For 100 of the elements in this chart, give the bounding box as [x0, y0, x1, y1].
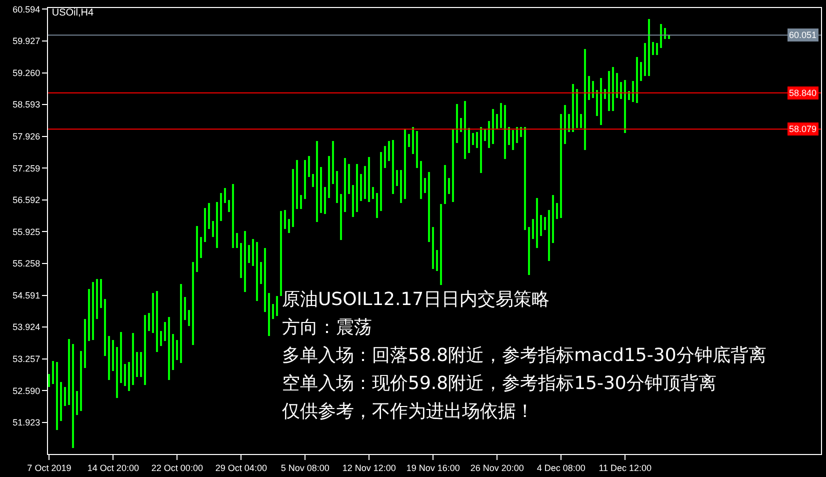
bar: [604, 89, 606, 99]
bar: [560, 114, 562, 218]
bar: [136, 352, 138, 377]
y-tick-label: 54.591: [12, 290, 40, 300]
bar: [516, 127, 518, 143]
ref-line-label: 58.079: [789, 124, 817, 134]
bar: [428, 172, 430, 242]
y-tick-label: 60.594: [12, 4, 40, 14]
bar: [608, 71, 610, 111]
bar: [644, 43, 646, 76]
y-tick-label: 57.259: [12, 163, 40, 174]
bar: [320, 167, 322, 213]
annotation: 仅供参考，不作为进出场依据！: [282, 401, 534, 422]
y-tick-label: 51.923: [12, 418, 40, 428]
bar: [404, 129, 406, 199]
y-tick-label: 53.924: [12, 322, 40, 332]
ref-line-label: 60.051: [789, 30, 817, 40]
bar: [236, 233, 238, 248]
bar: [308, 156, 310, 177]
bar: [196, 226, 198, 272]
bar: [148, 313, 150, 331]
bar: [232, 184, 234, 248]
bar: [612, 67, 614, 111]
bar: [84, 319, 86, 368]
bar: [420, 161, 422, 199]
bar: [400, 170, 402, 203]
bar: [256, 242, 258, 301]
bar: [352, 185, 354, 217]
bar: [160, 331, 162, 346]
bar: [416, 131, 418, 168]
bar: [96, 279, 98, 319]
bar: [572, 84, 574, 132]
bar: [568, 114, 570, 132]
y-tick-label: 56.592: [12, 195, 40, 206]
bar: [240, 243, 242, 278]
bar: [164, 322, 166, 341]
bar: [176, 340, 178, 360]
bar: [536, 198, 538, 248]
bar: [208, 203, 210, 229]
bar: [304, 160, 306, 199]
bar: [556, 203, 558, 219]
bar: [588, 76, 590, 100]
bar: [100, 279, 102, 308]
bar: [344, 158, 346, 212]
y-tick-label: 55.258: [12, 258, 40, 269]
bar: [520, 127, 522, 137]
bar: [188, 310, 190, 326]
bar: [456, 104, 458, 143]
annotation: 多单入场：回落58.8附近，参考指标macd15-30分钟底背离: [282, 345, 766, 366]
x-tick-label: 22 Oct 00:00: [151, 462, 203, 473]
y-tick-label: 57.926: [12, 132, 40, 142]
bar: [544, 217, 546, 230]
bar: [532, 219, 534, 239]
bar: [288, 219, 290, 233]
bar: [132, 333, 134, 385]
bar: [324, 187, 326, 214]
bar: [180, 284, 182, 363]
x-tick-label: 29 Oct 04:00: [215, 462, 267, 473]
bar: [392, 140, 394, 194]
bar: [564, 105, 566, 144]
y-tick-label: 52.590: [12, 386, 40, 396]
annotation: 空单入场：现价59.8附近，参考指标15-30分钟顶背离: [282, 373, 716, 394]
bar: [436, 250, 438, 271]
bar: [356, 164, 358, 212]
bar: [68, 339, 70, 405]
bar: [448, 178, 450, 194]
bar: [388, 141, 390, 161]
bar: [512, 130, 514, 150]
bar: [204, 208, 206, 242]
bar: [376, 193, 378, 218]
bar: [656, 43, 658, 55]
bar: [524, 127, 526, 230]
bar: [384, 146, 386, 168]
bar: [488, 121, 490, 148]
bar: [360, 174, 362, 201]
bar: [296, 160, 298, 209]
bar: [472, 133, 474, 145]
bar: [652, 42, 654, 55]
bar: [104, 299, 106, 356]
bar: [528, 227, 530, 275]
bar: [152, 293, 154, 333]
annotation: 原油USOIL12.17日日内交易策略: [282, 289, 550, 310]
bar: [336, 171, 338, 203]
bar: [600, 78, 602, 125]
bar: [596, 90, 598, 116]
y-tick-label: 59.927: [12, 36, 40, 46]
bar: [616, 73, 618, 98]
bar: [108, 336, 110, 380]
bar: [220, 193, 222, 221]
bar: [80, 351, 82, 411]
bar: [92, 282, 94, 340]
x-tick-label: 7 Oct 2019: [27, 462, 72, 473]
bar: [440, 204, 442, 285]
bar: [412, 127, 414, 154]
bar: [248, 245, 250, 263]
bar: [260, 262, 262, 284]
bar: [312, 174, 314, 187]
x-tick-label: 12 Nov 12:00: [342, 462, 396, 473]
bar: [140, 352, 142, 377]
bar: [48, 374, 50, 387]
